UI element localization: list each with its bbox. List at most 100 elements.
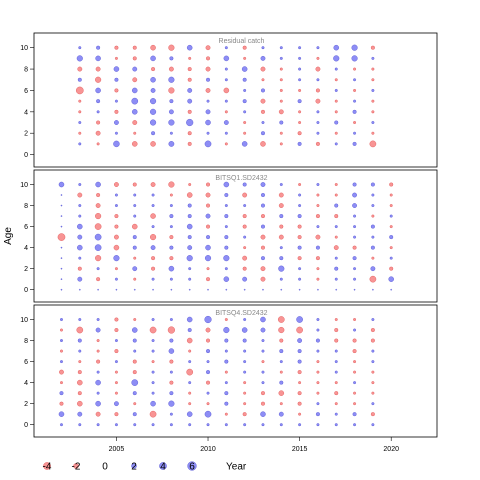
y-tick-label: 0 [24,152,28,159]
bubble [279,349,284,354]
bubble [353,121,357,124]
bubble [334,277,338,281]
bubble [224,67,228,71]
bubble [77,400,83,407]
bubble [205,88,211,93]
bubble [204,315,212,324]
legend-label: 2 [131,462,137,473]
bubble [78,349,82,353]
bubble [78,121,82,124]
bubble [132,391,137,396]
bubble [334,203,339,208]
bubble [278,203,284,208]
bubble [369,275,377,283]
bubble [335,288,338,291]
bubble [77,338,82,343]
bubble [151,204,155,208]
bubble [167,326,175,334]
bubble [169,412,173,416]
bubble [60,360,63,364]
bubble [371,235,375,239]
bubble [260,256,265,261]
bubble [150,182,156,187]
bubble [114,109,119,114]
y-tick-label: 2 [24,131,28,138]
bubble [151,381,155,385]
bubble [114,182,119,187]
bubble [169,380,174,385]
bubble [243,204,247,208]
bubble [95,255,102,262]
bubble [316,46,320,50]
bubble [334,183,338,186]
bubble [351,44,358,51]
y-axis-label: Age [3,227,14,245]
bubble [132,338,137,343]
bubble [262,288,264,291]
bubble [188,56,192,60]
bubble [206,402,210,406]
x-tick-label: 2005 [109,446,125,453]
bubble [132,66,138,72]
bubble [297,131,302,136]
bubble [150,141,156,147]
bubble [132,245,137,250]
bubble [206,224,211,229]
legend-bubble [131,463,137,469]
bubble [223,120,229,125]
bubble [389,235,394,240]
bubble [353,318,357,321]
bubble [224,46,228,50]
bubble [78,360,82,364]
panel-frame [33,169,438,303]
bubble [206,99,210,103]
bubble [96,370,100,374]
bubble [316,121,320,124]
bubble [298,88,302,92]
bubble [224,99,228,103]
bubble [132,77,138,83]
bubble [297,349,302,354]
bubble [298,193,302,197]
bubble [315,88,320,93]
x-tick-label: 2020 [383,446,399,453]
bubble [133,204,137,208]
bubble [243,349,247,353]
bubble [315,234,321,240]
bubble [334,88,338,92]
bubble [353,277,357,281]
bubble [187,131,192,136]
bubble [261,46,265,50]
bubble [114,412,119,417]
bubble [114,317,119,322]
bubble [298,121,302,124]
bubble [205,192,211,198]
bubble [95,181,101,188]
bubble [334,131,338,135]
bubble [151,370,155,374]
bubble [353,288,356,291]
bubble [261,381,265,385]
bubble [113,140,120,148]
bubble [131,327,138,333]
bubble [76,55,83,62]
bubble [77,234,83,240]
bubble [224,370,228,374]
panel-1: Residual catch 0 2 4 6 8 10 [20,32,438,168]
bubble [169,235,174,240]
bubble [169,225,173,229]
bubble [371,256,375,260]
bubble [77,391,82,396]
bubble [150,88,156,93]
bubble [224,412,228,416]
bubble [94,233,102,241]
bubble [132,56,137,61]
bubble [316,318,320,321]
bubble [260,88,265,93]
bubble [114,99,118,103]
bubble [60,267,63,270]
bubble [114,328,119,333]
bubble [206,380,211,385]
bubble [114,131,118,135]
bubble [316,225,320,229]
